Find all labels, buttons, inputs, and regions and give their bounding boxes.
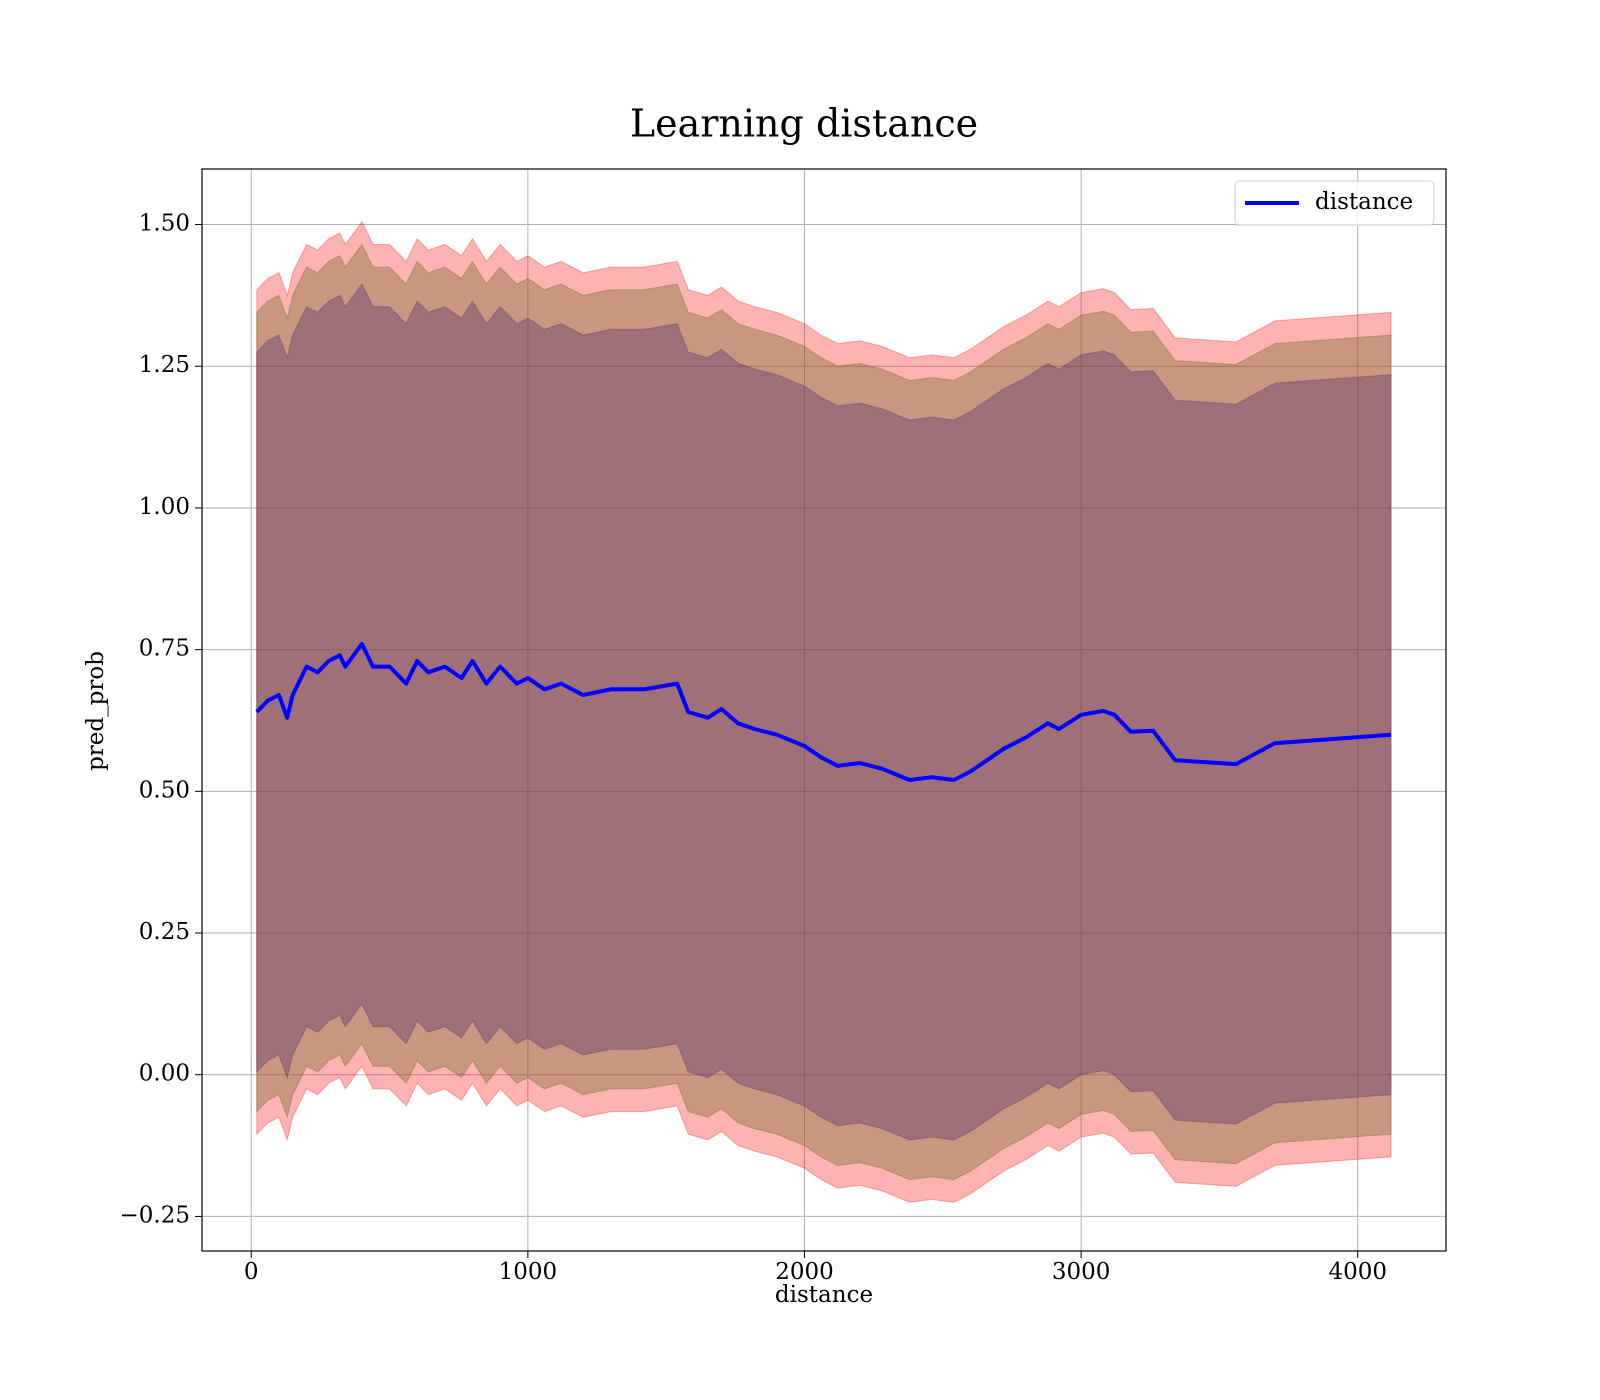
confidence-band [256, 283, 1392, 1141]
legend-box [1234, 180, 1435, 226]
x-axis-label: distance [775, 1282, 873, 1308]
chart-title: Learning distance [630, 102, 978, 146]
y-tick-label: 0.00 [139, 1061, 190, 1087]
y-tick-label: 1.50 [139, 211, 190, 237]
y-tick-label: 0.50 [139, 777, 190, 803]
plot-frame [201, 168, 1447, 1252]
y-tick-label: 0.75 [139, 636, 190, 662]
y-tick-label: 1.25 [139, 352, 190, 378]
legend: distance [1234, 180, 1435, 226]
legend-label: distance [1315, 189, 1413, 215]
x-tick-label: 4000 [1328, 1259, 1387, 1285]
x-tick-label: 2000 [775, 1259, 834, 1285]
data-line [255, 642, 1392, 782]
y-axis-label: pred_prob [83, 651, 109, 771]
y-tick-label: 1.00 [139, 494, 190, 520]
x-tick-label: 0 [244, 1259, 259, 1285]
y-tick-label: −0.25 [120, 1202, 190, 1228]
y-tick-label: 0.25 [139, 919, 190, 945]
confidence-band [256, 243, 1392, 1181]
x-tick-label: 3000 [1052, 1259, 1111, 1285]
confidence-band [256, 220, 1392, 1203]
x-tick-label: 1000 [499, 1259, 558, 1285]
